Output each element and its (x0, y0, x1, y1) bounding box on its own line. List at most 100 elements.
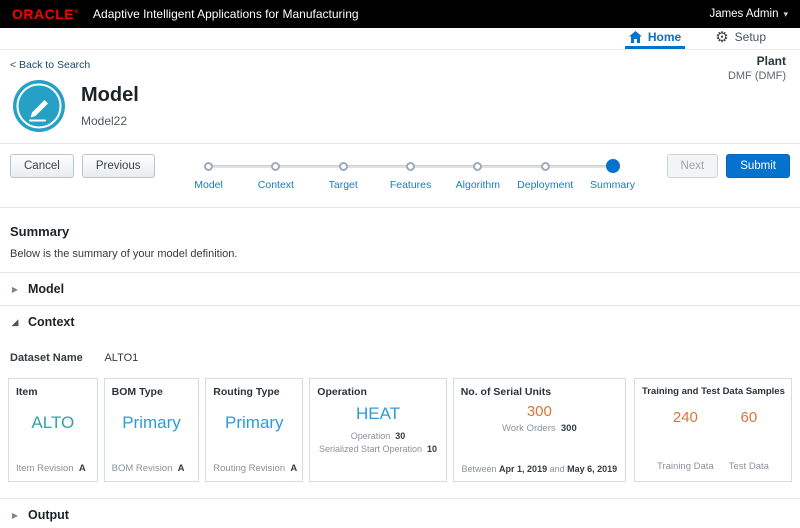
step-label: Algorithm (455, 179, 501, 191)
card-bom-title: BOM Type (111, 386, 163, 398)
plant-label: Plant (756, 54, 786, 68)
dataset-row: Dataset Name ALTO1 (0, 342, 800, 378)
step-deployment[interactable]: Deployment (512, 159, 578, 191)
page-header: Model Model22 (0, 73, 800, 144)
context-section-body: Dataset Name ALTO1 Item ALTO Item Revisi… (0, 338, 800, 498)
home-icon (628, 31, 642, 43)
tab-bar: Home ⚙ Setup (0, 28, 800, 50)
registered-mark: ® (74, 9, 80, 16)
previous-button[interactable]: Previous (81, 154, 155, 178)
cancel-button[interactable]: Cancel (10, 154, 74, 178)
card-serial-workorders: Work Orders 300 (501, 423, 577, 434)
card-serial-title: No. of Serial Units (460, 386, 552, 398)
card-operation-value: HEAT (355, 404, 401, 423)
step-dot (271, 159, 281, 173)
step-dot (473, 159, 483, 173)
step-dot (338, 159, 348, 173)
card-operation-row1: Operation 30 (350, 431, 406, 441)
card-item: Item ALTO Item Revision A (8, 378, 98, 482)
card-operation-row2: Serialized Start Operation 10 (318, 444, 438, 454)
model-edit-badge-icon (13, 80, 65, 132)
summary-heading: Summary (10, 224, 70, 239)
tab-setup[interactable]: ⚙ Setup (711, 28, 770, 49)
card-training-test-samples: Training and Test Data Samples 240 Train… (633, 378, 792, 482)
training-data-stat: 240 Training Data (657, 397, 714, 474)
step-features[interactable]: Features (378, 159, 444, 191)
section-model-title: Model (28, 282, 65, 296)
section-output-title: Output (28, 508, 69, 522)
test-data-value: 60 (740, 409, 758, 426)
step-label: Target (328, 179, 358, 191)
oracle-logo: ORACLE® (12, 6, 80, 22)
gear-icon: ⚙ (715, 28, 729, 46)
step-model[interactable]: Model (176, 159, 242, 191)
card-samples-title: Training and Test Data Samples (641, 386, 785, 397)
card-bom-type: BOM Type Primary BOM Revision A (103, 378, 200, 482)
user-menu[interactable]: James Admin ▾ (709, 8, 788, 20)
card-routing-type: Routing Type Primary Routing Revision A (205, 378, 304, 482)
training-data-value: 240 (672, 409, 698, 426)
step-target[interactable]: Target (310, 159, 376, 191)
step-label: Deployment (517, 179, 574, 191)
user-name: James Admin (709, 8, 779, 20)
card-operation-title: Operation (317, 386, 367, 398)
expand-expanded-icon: ◢ (11, 316, 19, 327)
card-operation: Operation HEAT Operation 30 Serialized S… (309, 378, 447, 482)
plant-info: Plant DMF (DMF) (728, 54, 786, 82)
card-serial-value: 300 (526, 403, 552, 420)
expand-collapsed-icon: ▶ (11, 284, 19, 294)
card-routing-title: Routing Type (213, 386, 280, 398)
training-data-label: Training Data (657, 461, 714, 472)
card-item-footer: Item Revision A (16, 463, 86, 474)
test-data-label: Test Data (728, 461, 769, 472)
card-item-title: Item (16, 386, 38, 398)
step-label: Model (194, 179, 223, 191)
step-algorithm[interactable]: Algorithm (445, 159, 511, 191)
summary-cards: Item ALTO Item Revision A BOM Type Prima… (0, 378, 800, 482)
summary-head: Summary Below is the summary of your mod… (0, 208, 800, 272)
tab-setup-label: Setup (734, 30, 766, 44)
step-summary[interactable]: Summary (580, 159, 646, 191)
card-routing-value: Primary (225, 413, 284, 432)
action-toolbar: Cancel Previous Model Context Target (0, 144, 800, 208)
page-title: Model (81, 84, 139, 106)
context-bar: < Back to Search Plant DMF (DMF) (0, 50, 800, 82)
test-data-stat: 60 Test Data (729, 397, 769, 474)
tab-home[interactable]: Home (624, 28, 686, 49)
step-label: Context (257, 179, 294, 191)
step-label: Features (389, 179, 432, 191)
tab-home-label: Home (647, 30, 682, 44)
card-routing-footer: Routing Revision A (213, 463, 298, 474)
back-to-search-link[interactable]: < Back to Search (10, 59, 91, 71)
step-context[interactable]: Context (243, 159, 309, 191)
section-context[interactable]: ◢ Context (0, 305, 800, 338)
plant-value: DMF (DMF) (727, 70, 786, 82)
samples-row: 240 Training Data 60 Test Data (642, 397, 784, 474)
step-dot (406, 159, 416, 173)
app-title: Adaptive Intelligent Applications for Ma… (93, 7, 359, 21)
section-context-title: Context (28, 315, 75, 329)
stepper-wrap: Model Context Target Features Algorithm (163, 154, 659, 191)
step-dot-current (605, 159, 620, 173)
card-serial-units: No. of Serial Units 300 Work Orders 300 … (452, 378, 626, 482)
expand-collapsed-icon: ▶ (11, 510, 19, 520)
card-bom-value: Primary (122, 413, 181, 432)
card-item-value: ALTO (31, 413, 75, 432)
card-serial-daterange: Between Apr 1, 2019 and May 6, 2019 (461, 464, 618, 474)
step-dot (540, 159, 550, 173)
summary-description: Below is the summary of your model defin… (10, 248, 238, 260)
section-model[interactable]: ▶ Model (0, 272, 800, 305)
top-bar: ORACLE® Adaptive Intelligent Application… (0, 0, 800, 28)
step-label: Summary (590, 179, 635, 191)
next-button[interactable]: Next (666, 154, 719, 178)
dataset-name-value: ALTO1 (104, 352, 139, 364)
step-dot (204, 159, 214, 173)
page-subtitle: Model22 (81, 114, 128, 128)
caret-down-icon: ▾ (783, 8, 788, 19)
train-stepper: Model Context Target Features Algorithm (176, 159, 646, 191)
card-bom-footer: BOM Revision A (111, 463, 185, 474)
section-output[interactable]: ▶ Output (0, 498, 800, 528)
submit-button[interactable]: Submit (726, 154, 790, 178)
dataset-name-label: Dataset Name (10, 352, 83, 364)
